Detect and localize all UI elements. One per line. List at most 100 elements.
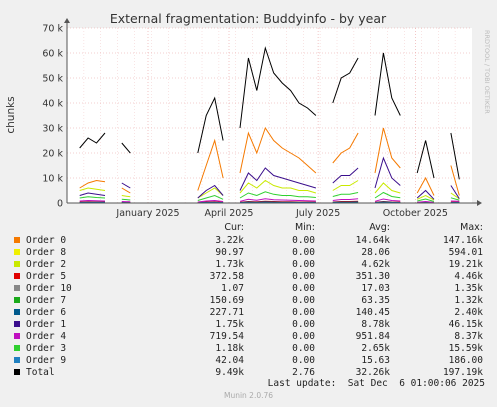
- legend-value-cur: 150.69: [209, 295, 244, 306]
- legend-value-avg: 351.30: [355, 271, 390, 282]
- legend-row: Order 9 42.04 0.00 15.63 186.00: [0, 355, 497, 367]
- legend-series-name: Order 1: [26, 319, 67, 330]
- legend-row: Order 5 372.58 0.00 351.30 4.46k: [0, 271, 497, 283]
- legend-series-name: Order 9: [26, 355, 67, 366]
- legend-value-cur: 1.18k: [215, 343, 244, 354]
- header-min: Min:: [294, 222, 315, 233]
- grid: [67, 27, 472, 203]
- series-line-order-2: [79, 179, 460, 201]
- legend-value-max: 15.59k: [448, 343, 483, 354]
- legend-swatch: [14, 249, 20, 255]
- y-axis-label: chunks: [5, 96, 17, 133]
- legend-value-cur: 372.58: [209, 271, 244, 282]
- x-axis-arrow: [477, 200, 482, 206]
- legend-value-max: 2.40k: [454, 307, 483, 318]
- header-avg: Avg:: [369, 222, 390, 233]
- legend-swatch: [14, 285, 20, 291]
- legend-swatch: [14, 357, 20, 363]
- legend-series-name: Order 10: [26, 283, 72, 294]
- legend-row: Order 6 227.71 0.00 140.45 2.40k: [0, 307, 497, 319]
- legend-value-min: 0.00: [292, 355, 315, 366]
- legend-row: Order 1 1.75k 0.00 8.78k 46.15k: [0, 319, 497, 331]
- legend-value-avg: 63.35: [361, 295, 390, 306]
- legend-value-min: 0.00: [292, 295, 315, 306]
- legend-swatch: [14, 297, 20, 303]
- legend-value-max: 1.32k: [454, 295, 483, 306]
- legend-value-min: 0.00: [292, 271, 315, 282]
- legend-row: Total 9.49k 2.76 32.26k 197.19k: [0, 367, 497, 379]
- legend-row: Order 7 150.69 0.00 63.35 1.32k: [0, 295, 497, 307]
- legend-value-cur: 1.73k: [215, 259, 244, 270]
- x-tick-label: July 2025: [295, 208, 340, 219]
- legend-row: Order 10 1.07 0.00 17.03 1.35k: [0, 283, 497, 295]
- legend-value-max: 8.37k: [454, 331, 483, 342]
- legend-value-min: 2.76: [292, 367, 315, 378]
- legend-value-avg: 15.63: [361, 355, 390, 366]
- legend-value-avg: 8.78k: [361, 319, 390, 330]
- legend-value-avg: 28.06: [361, 247, 390, 258]
- y-tick-label: 20 k: [42, 149, 63, 160]
- x-tick-label: April 2025: [205, 208, 254, 219]
- legend-value-cur: 1.07: [221, 283, 244, 294]
- legend-swatch: [14, 273, 20, 279]
- legend-value-cur: 42.04: [215, 355, 244, 366]
- legend-series-name: Order 7: [26, 295, 67, 306]
- legend-swatch: [14, 309, 20, 315]
- y-tick-label: 60 k: [42, 49, 63, 60]
- series-line-order-3: [79, 191, 460, 202]
- legend-value-cur: 90.97: [215, 247, 244, 258]
- legend-swatch: [14, 261, 20, 267]
- series-line-order-1: [79, 156, 460, 200]
- header-max: Max:: [460, 222, 483, 233]
- legend-swatch: [14, 345, 20, 351]
- legend-series-name: Order 8: [26, 247, 67, 258]
- legend-value-max: 1.35k: [454, 283, 483, 294]
- y-axis-arrow: [64, 18, 70, 23]
- legend-row: Order 2 1.73k 0.00 4.62k 19.21k: [0, 259, 497, 271]
- legend-value-min: 0.00: [292, 331, 315, 342]
- series-line-order-4: [79, 198, 460, 203]
- legend-value-avg: 4.62k: [361, 259, 390, 270]
- legend-value-cur: 227.71: [209, 307, 244, 318]
- rrdtool-credit: RRDTOOL / TOBI OETIKER: [483, 30, 491, 114]
- y-tick-label: 50 k: [42, 74, 63, 85]
- legend-value-min: 0.00: [292, 307, 315, 318]
- legend-value-max: 594.01: [448, 247, 483, 258]
- legend-value-avg: 17.03: [361, 283, 390, 294]
- legend-value-avg: 140.45: [355, 307, 390, 318]
- legend-swatch: [14, 333, 20, 339]
- legend-value-min: 0.00: [292, 283, 315, 294]
- legend-row: Order 0 3.22k 0.00 14.64k 147.16k: [0, 235, 497, 247]
- legend-value-avg: 32.26k: [355, 367, 390, 378]
- legend-value-max: 186.00: [448, 355, 483, 366]
- munin-version: Munin 2.0.76: [223, 391, 274, 400]
- legend-value-min: 0.00: [292, 319, 315, 330]
- legend-value-max: 46.15k: [448, 319, 483, 330]
- series-line-order-0: [79, 126, 460, 196]
- series-line-total: [79, 46, 460, 180]
- legend-value-max: 147.16k: [442, 235, 483, 246]
- legend-series-name: Order 4: [26, 331, 67, 342]
- legend-series-name: Total: [26, 367, 55, 378]
- last-update: Last update: Sat Dec 6 01:00:06 2025: [267, 378, 485, 389]
- x-tick-label: October 2025: [383, 208, 448, 219]
- legend-value-min: 0.00: [292, 259, 315, 270]
- legend-value-min: 0.00: [292, 235, 315, 246]
- y-tick-label: 40 k: [42, 99, 63, 110]
- header-cur: Cur:: [224, 222, 244, 233]
- legend-swatch: [14, 321, 20, 327]
- legend-row: Order 4 719.54 0.00 951.84 8.37k: [0, 331, 497, 343]
- legend-value-avg: 951.84: [355, 331, 390, 342]
- legend-row: Order 8 90.97 0.00 28.06 594.01: [0, 247, 497, 259]
- legend-series-name: Order 3: [26, 343, 67, 354]
- legend-value-max: 197.19k: [442, 367, 483, 378]
- legend-value-max: 4.46k: [454, 271, 483, 282]
- y-tick-label: 10 k: [42, 174, 63, 185]
- legend-value-max: 19.21k: [448, 259, 483, 270]
- legend-value-cur: 719.54: [209, 331, 244, 342]
- legend-value-avg: 2.65k: [361, 343, 390, 354]
- x-tick-label: January 2025: [115, 208, 179, 219]
- legend-value-cur: 1.75k: [215, 319, 244, 330]
- legend-value-cur: 9.49k: [215, 367, 244, 378]
